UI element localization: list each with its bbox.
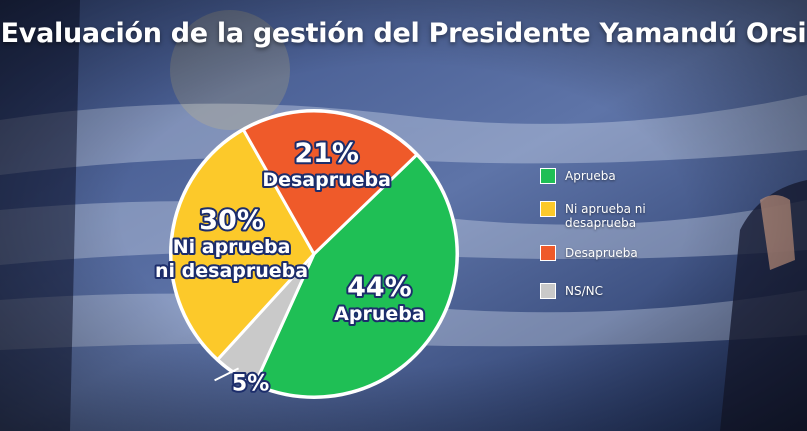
pie-slice-aprueba <box>253 153 459 399</box>
chart-title: Evaluación de la gestión del Presidente … <box>0 18 807 49</box>
legend-swatch-ni-aprueba <box>540 201 556 217</box>
legend-label-nsnc: NS/NC <box>565 284 603 298</box>
data-label-aprueba: 44% <box>347 272 412 303</box>
legend-swatch-aprueba <box>540 168 556 184</box>
category-label-aprueba: Aprueba <box>334 303 425 325</box>
legend-item-desaprueba: Desaprueba <box>540 245 715 261</box>
category-label-ni-aprueba-ni-desaprueba: Ni aprueba <box>173 236 291 258</box>
data-label-ni-aprueba-ni-desaprueba: 30% <box>199 205 264 236</box>
pie-slice-ni-aprueba-ni-desaprueba <box>169 128 316 362</box>
legend-label-aprueba: Aprueba <box>565 169 616 183</box>
data-label-ns-nc: 5% <box>232 371 269 396</box>
legend-label-ni-aprueba: Ni aprueba ni desaprueba <box>565 202 646 230</box>
pie-slice-desaprueba <box>241 109 419 256</box>
data-label-desaprueba: 21% <box>294 138 359 169</box>
legend-swatch-nsnc <box>540 283 556 299</box>
legend-swatch-desaprueba <box>540 245 556 261</box>
leader-line-ns-nc <box>214 367 240 382</box>
category-label-ni-aprueba-ni-desaprueba-2: ni desaprueba <box>155 260 308 282</box>
legend-item-ni-aprueba: Ni aprueba ni desaprueba <box>540 201 670 230</box>
legend-item-nsnc: NS/NC <box>540 283 715 299</box>
legend-item-aprueba: Aprueba <box>540 168 715 184</box>
category-label-desaprueba: Desaprueba <box>262 169 391 191</box>
legend-label-desaprueba: Desaprueba <box>565 246 638 260</box>
